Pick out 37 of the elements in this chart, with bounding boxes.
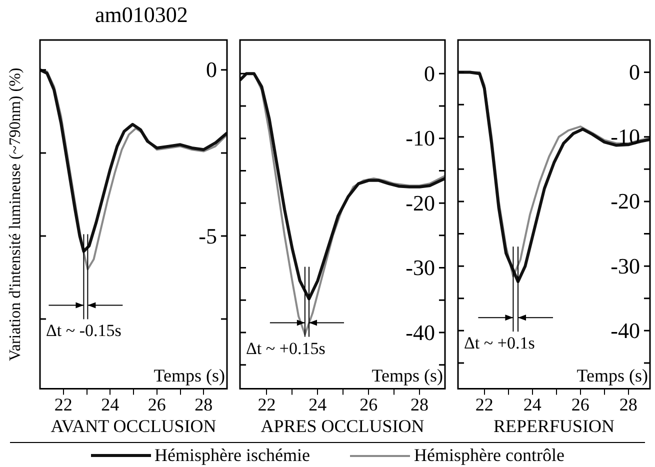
x-tick-label: 24 [101,394,120,414]
x-tick-label: 22 [54,394,72,414]
y-axis-title: Variation d'intensité lumineuse (~790nm) (%) [7,68,24,362]
y-tick-label: -40 [610,318,640,343]
x-tick-label: 22 [475,394,494,414]
chart-title: am010302 [94,1,189,29]
x-tick-label: 26 [571,394,590,414]
x-tick-label: 28 [410,394,429,414]
annotation: Δt ~ +0.1s [464,334,535,353]
y-tick-label: 0 [629,60,640,85]
x-tick-label: 26 [360,394,378,414]
annotation: Δt ~ +0.15s [246,338,326,358]
y-tick-label: -20 [406,190,435,216]
y-tick-label: -10 [406,126,435,151]
y-tick-label: -10 [610,124,640,150]
x-axis-title: Temps (s) [372,366,443,386]
legend-label: Hémisphère contrôle [414,445,564,466]
annotation: Δt ~ -0.15s [46,321,122,340]
x-tick-label: 28 [194,394,213,414]
text: AVANT OCCLUSION [50,416,216,436]
y-tick-label: -30 [610,253,640,278]
x-tick-label: 22 [258,394,276,414]
x-tick-label: 26 [148,394,166,414]
y-tick-label: -40 [406,320,435,345]
y-tick-label: 0 [206,57,217,82]
y-tick-label: -5 [198,223,217,248]
text: REPERFUSION [493,416,615,436]
x-tick-label: 28 [619,394,638,414]
x-axis-title: Temps (s) [154,366,225,386]
x-tick-label: 24 [523,394,542,414]
y-tick-label: -30 [406,255,435,280]
x-tick-label: 24 [308,394,327,414]
text: APRES OCCLUSION [260,416,424,436]
legend-label: Hémisphère ischémie [154,445,310,466]
y-tick-label: 0 [424,60,435,86]
y-tick-label: -20 [610,188,640,214]
x-axis-title: Temps (s) [576,366,648,386]
